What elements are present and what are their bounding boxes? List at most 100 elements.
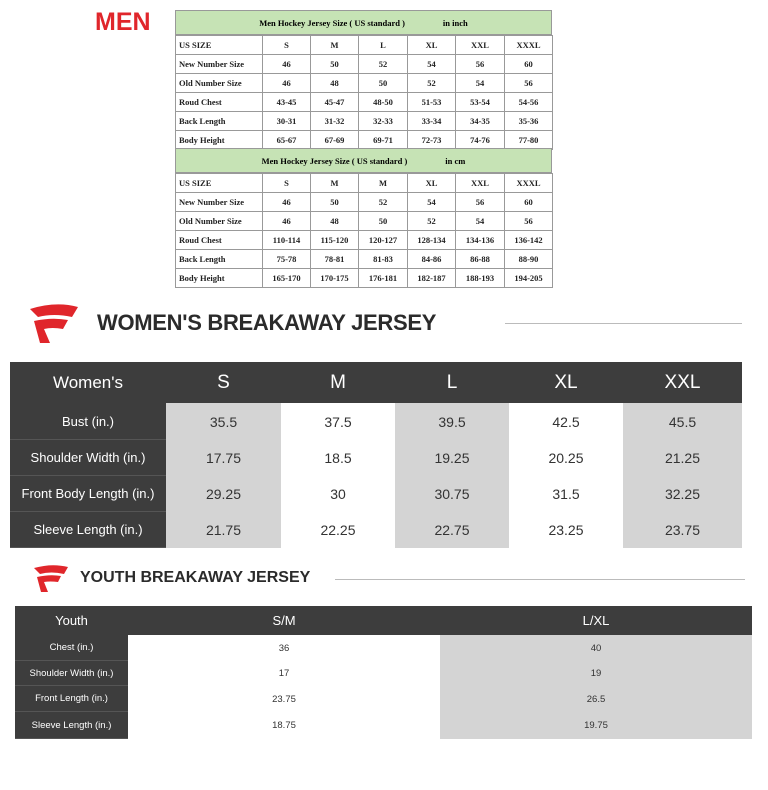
youth-title: YOUTH BREAKAWAY JERSEY bbox=[80, 569, 311, 586]
table-cell: 31.5 bbox=[509, 476, 623, 512]
row-label: US SIZE bbox=[175, 173, 263, 193]
table-cell: 50 bbox=[310, 54, 359, 74]
youth-logo bbox=[34, 565, 68, 592]
table-title: Men Hockey Jersey Size ( US standard ) bbox=[261, 155, 408, 166]
table-cell: 170-175 bbox=[310, 268, 359, 288]
table-cell: 50 bbox=[358, 211, 408, 231]
column-header: XL bbox=[407, 173, 456, 193]
table-cell: 22.25 bbox=[281, 512, 395, 548]
table-cell: 88-90 bbox=[504, 249, 553, 269]
row-label: Front Body Length (in.) bbox=[10, 476, 166, 512]
table-cell: 84-86 bbox=[407, 249, 456, 269]
table-cell: 40 bbox=[440, 635, 752, 661]
table-cell: 54 bbox=[407, 192, 456, 212]
column-header: Youth bbox=[15, 606, 128, 635]
table-cell: 21.25 bbox=[623, 440, 742, 476]
column-header: S bbox=[262, 173, 311, 193]
table-cell: 17.75 bbox=[166, 440, 281, 476]
row-label: Back Length bbox=[175, 111, 263, 131]
table-cell: 30 bbox=[281, 476, 395, 512]
row-label: Sleeve Length (in.) bbox=[10, 512, 166, 548]
table-cell: 36 bbox=[128, 635, 440, 661]
table-cell: 26.5 bbox=[440, 686, 752, 712]
table-cell: 52 bbox=[358, 192, 408, 212]
table-cell: 19.75 bbox=[440, 712, 752, 739]
table-cell: 22.75 bbox=[395, 512, 509, 548]
row-label: US SIZE bbox=[175, 35, 263, 55]
table-cell: 74-76 bbox=[455, 130, 505, 150]
table-cell: 194-205 bbox=[504, 268, 553, 288]
table-unit: in inch bbox=[442, 17, 468, 28]
table-cell: 35.5 bbox=[166, 403, 281, 440]
table-cell: 18.75 bbox=[128, 712, 440, 739]
table-cell: 46 bbox=[262, 192, 311, 212]
table-cell: 54 bbox=[407, 54, 456, 74]
row-label: Roud Chest bbox=[175, 92, 263, 112]
table-cell: 21.75 bbox=[166, 512, 281, 548]
table-cell: 18.5 bbox=[281, 440, 395, 476]
column-header: XXL bbox=[623, 362, 742, 403]
table-cell: 19 bbox=[440, 661, 752, 686]
column-header: Women's bbox=[10, 362, 166, 403]
row-label: Front Length (in.) bbox=[15, 686, 128, 712]
table-cell: 32.25 bbox=[623, 476, 742, 512]
divider bbox=[505, 323, 742, 324]
table-cell: 56 bbox=[504, 211, 553, 231]
table-unit: in cm bbox=[445, 155, 466, 166]
table-cell: 42.5 bbox=[509, 403, 623, 440]
table-cell: 33-34 bbox=[407, 111, 456, 131]
column-header: XXXL bbox=[504, 35, 553, 55]
table-cell: 52 bbox=[407, 73, 456, 93]
column-header: XL bbox=[509, 362, 623, 403]
table-cell: 182-187 bbox=[407, 268, 456, 288]
table-cell: 65-67 bbox=[262, 130, 311, 150]
table-cell: 51-53 bbox=[407, 92, 456, 112]
table-cell: 54-56 bbox=[504, 92, 553, 112]
table-cell: 72-73 bbox=[407, 130, 456, 150]
table-cell: 110-114 bbox=[262, 230, 311, 250]
table-cell: 17 bbox=[128, 661, 440, 686]
table-cell: 81-83 bbox=[358, 249, 408, 269]
column-header: M bbox=[358, 173, 408, 193]
column-header: M bbox=[310, 35, 359, 55]
table-cell: 46 bbox=[262, 54, 311, 74]
table-cell: 115-120 bbox=[310, 230, 359, 250]
table-cell: 52 bbox=[407, 211, 456, 231]
women-logo bbox=[30, 304, 78, 343]
column-header: S bbox=[262, 35, 311, 55]
row-label: New Number Size bbox=[175, 54, 263, 74]
table-cell: 23.75 bbox=[623, 512, 742, 548]
table-cell: 52 bbox=[358, 54, 408, 74]
table-cell: 69-71 bbox=[358, 130, 408, 150]
column-header: M bbox=[281, 362, 395, 403]
table-cell: 48 bbox=[310, 211, 359, 231]
table-cell: 19.25 bbox=[395, 440, 509, 476]
table-cell: 56 bbox=[455, 54, 505, 74]
table-cell: 32-33 bbox=[358, 111, 408, 131]
table-cell: 134-136 bbox=[455, 230, 505, 250]
table-cell: 176-181 bbox=[358, 268, 408, 288]
table-cell: 48 bbox=[310, 73, 359, 93]
column-header: M bbox=[310, 173, 359, 193]
row-label: Body Height bbox=[175, 268, 263, 288]
table-cell: 75-78 bbox=[262, 249, 311, 269]
women-title: WOMEN'S BREAKAWAY JERSEY bbox=[97, 310, 437, 335]
table-cell: 45.5 bbox=[623, 403, 742, 440]
table-cell: 34-35 bbox=[455, 111, 505, 131]
table-cell: 67-69 bbox=[310, 130, 359, 150]
table-cell: 45-47 bbox=[310, 92, 359, 112]
table-cell: 23.75 bbox=[128, 686, 440, 712]
table-title: Men Hockey Jersey Size ( US standard ) bbox=[259, 17, 405, 28]
table-cell: 20.25 bbox=[509, 440, 623, 476]
table-cell: 23.25 bbox=[509, 512, 623, 548]
row-label: Body Height bbox=[175, 130, 263, 150]
table-cell: 50 bbox=[358, 73, 408, 93]
table-cell: 54 bbox=[455, 211, 505, 231]
column-header: XXL bbox=[455, 35, 505, 55]
table-cell: 48-50 bbox=[358, 92, 408, 112]
table-cell: 188-193 bbox=[455, 268, 505, 288]
table-cell: 30-31 bbox=[262, 111, 311, 131]
row-label: Back Length bbox=[175, 249, 263, 269]
table-cell: 54 bbox=[455, 73, 505, 93]
